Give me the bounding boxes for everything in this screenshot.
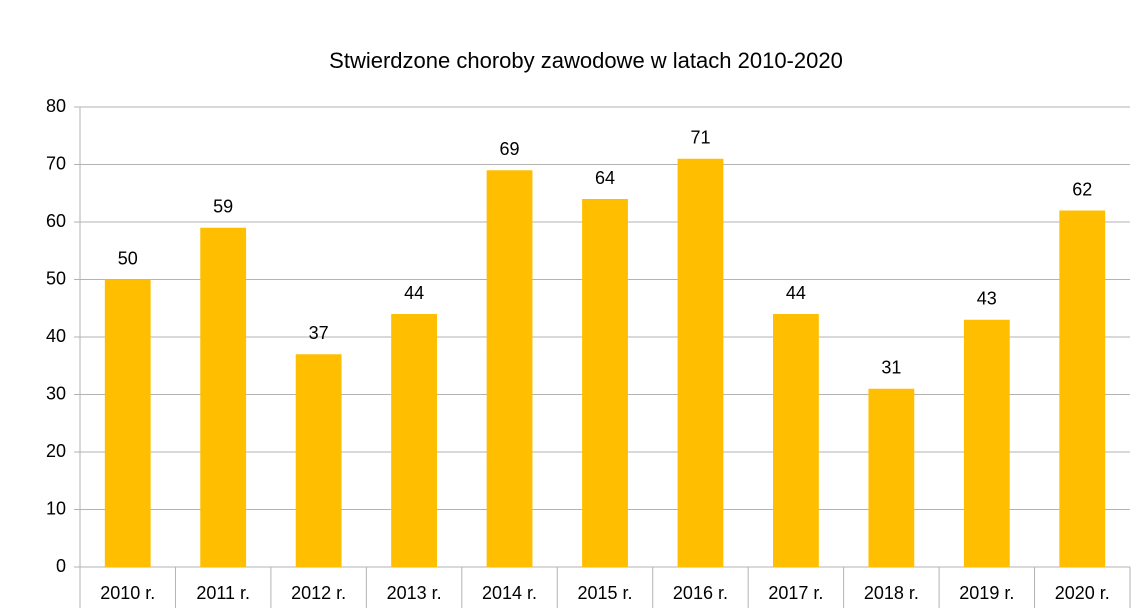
- data-label: 69: [500, 139, 520, 159]
- bar: [582, 199, 628, 567]
- bar: [773, 314, 819, 567]
- x-tick-label: 2010 r.: [100, 583, 155, 603]
- x-tick-label: 2018 r.: [864, 583, 919, 603]
- data-label: 44: [404, 283, 424, 303]
- y-tick-label: 0: [56, 556, 66, 576]
- x-tick-label: 2017 r.: [768, 583, 823, 603]
- y-tick-label: 40: [46, 326, 66, 346]
- y-tick-label: 80: [46, 96, 66, 116]
- x-tick-label: 2020 r.: [1055, 583, 1110, 603]
- bar: [391, 314, 437, 567]
- bar: [868, 388, 915, 567]
- data-label: 31: [881, 358, 901, 378]
- y-tick-label: 20: [46, 441, 66, 461]
- data-label: 59: [213, 197, 233, 217]
- data-label: 50: [118, 248, 138, 268]
- data-label: 44: [786, 283, 806, 303]
- bar: [104, 279, 151, 567]
- data-label: 43: [977, 289, 997, 309]
- bar: [677, 158, 724, 567]
- data-label: 64: [595, 168, 615, 188]
- bar: [486, 170, 533, 567]
- bar: [1059, 210, 1106, 567]
- data-label: 62: [1072, 179, 1092, 199]
- y-tick-label: 10: [46, 498, 66, 518]
- chart-title: Stwierdzone choroby zawodowe w latach 20…: [329, 48, 843, 73]
- x-tick-label: 2011 r.: [196, 583, 250, 603]
- x-tick-label: 2014 r.: [482, 583, 537, 603]
- data-label: 37: [309, 323, 329, 343]
- x-tick-label: 2019 r.: [959, 583, 1014, 603]
- x-tick-label: 2013 r.: [387, 583, 442, 603]
- bar: [200, 227, 247, 567]
- y-tick-label: 70: [46, 153, 66, 173]
- x-tick-label: 2012 r.: [291, 583, 346, 603]
- x-tick-label: 2015 r.: [577, 583, 632, 603]
- bar: [295, 354, 342, 567]
- y-tick-label: 50: [46, 268, 66, 288]
- data-label: 71: [690, 128, 710, 148]
- bar: [963, 319, 1010, 567]
- y-tick-label: 60: [46, 211, 66, 231]
- x-tick-label: 2016 r.: [673, 583, 728, 603]
- y-tick-label: 30: [46, 383, 66, 403]
